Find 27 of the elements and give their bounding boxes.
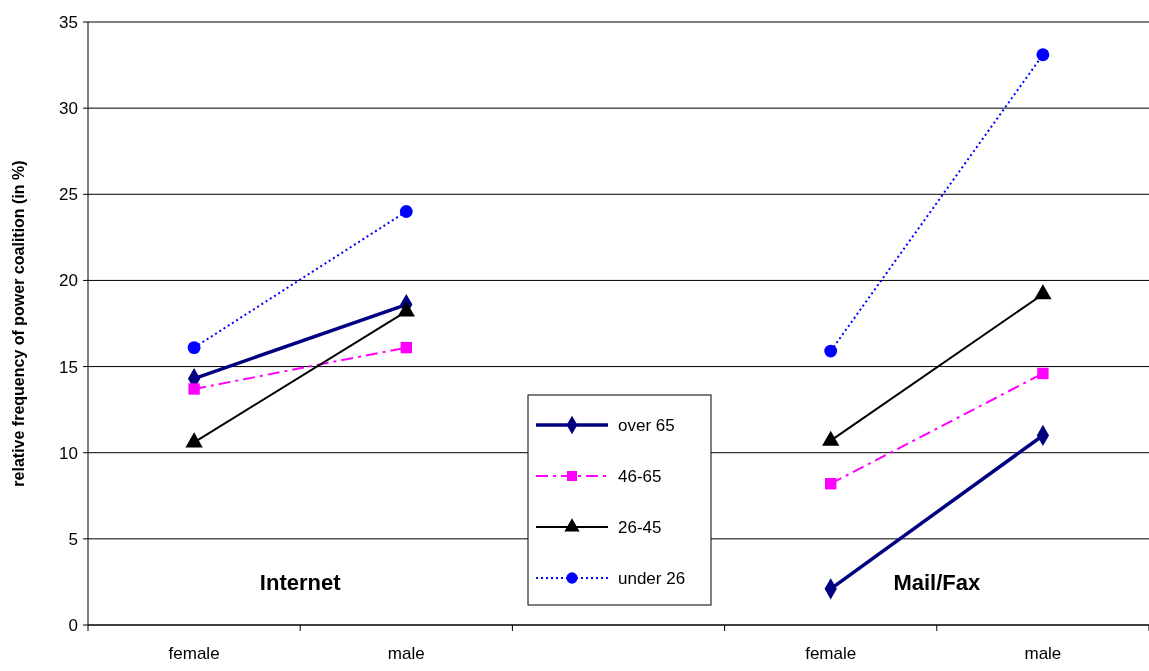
y-tick-label: 5 [68, 529, 78, 549]
annotation: Mail/Fax [893, 570, 981, 595]
legend-label: under 26 [618, 568, 686, 588]
legend-label: 26-45 [618, 517, 662, 537]
point [400, 341, 412, 354]
y-tick-label: 30 [59, 99, 78, 119]
point [188, 383, 200, 395]
y-tick-label: 10 [59, 443, 78, 463]
x-tick-label: female [168, 644, 220, 663]
point [1037, 367, 1049, 380]
x-tick-label: female [805, 644, 857, 663]
legend-label: 46-65 [618, 466, 662, 486]
x-tick-label: male [1024, 644, 1062, 663]
point [824, 344, 838, 358]
y-tick-label: 0 [68, 615, 78, 635]
y-tick-label: 15 [59, 357, 78, 377]
y-tick-label: 25 [59, 185, 78, 205]
x-tick-label: male [387, 644, 425, 663]
point [187, 341, 201, 355]
y-tick-label: 35 [59, 12, 78, 32]
annotation: Internet [259, 570, 342, 595]
y-tick-label: 20 [59, 271, 78, 291]
point [1036, 48, 1050, 62]
y-axis-title: relative frequency of power coalition (in %) [10, 160, 27, 487]
point [825, 478, 837, 490]
point [399, 205, 413, 218]
legend-label: over 65 [618, 415, 675, 435]
